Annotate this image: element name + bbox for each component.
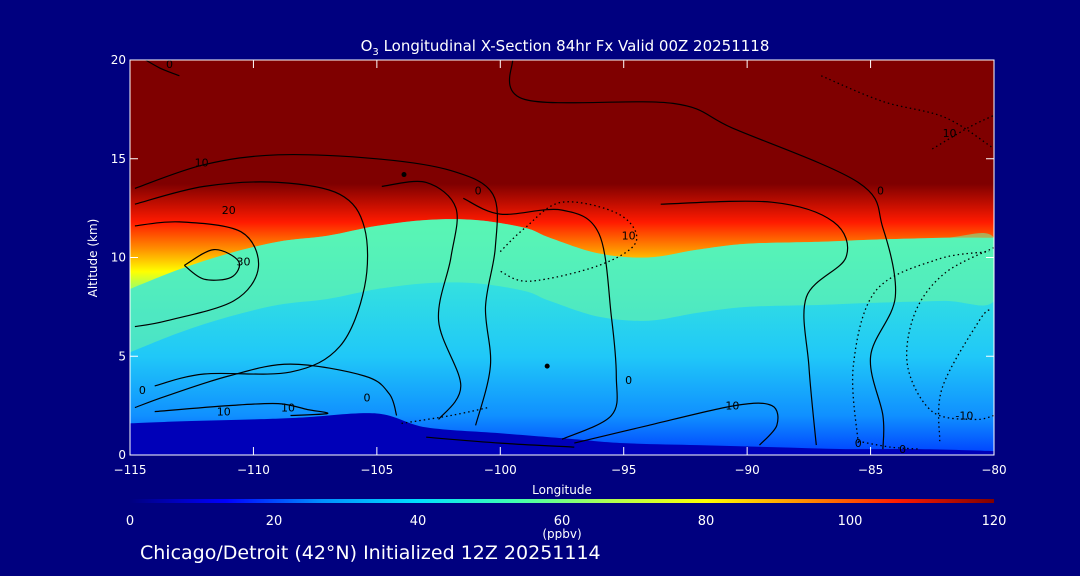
contour-label: 10: [943, 127, 957, 140]
x-tick-label: −85: [858, 463, 883, 477]
contour-label: 10: [281, 402, 295, 415]
y-tick-label: 20: [111, 53, 126, 67]
colorbar-tick-label: 60: [554, 514, 571, 529]
contour-10-7: [574, 402, 779, 446]
contour-neg10-15: [931, 114, 994, 150]
colorbar-tick-label: 0: [126, 514, 134, 529]
x-tick-label: −90: [734, 463, 759, 477]
contour-20-10: [134, 181, 369, 387]
contour-0-1: [508, 60, 897, 450]
station-marker: [544, 363, 550, 369]
chart-title: O3 Longitudinal X-Section 84hr Fx Valid …: [361, 37, 770, 58]
contour-10-6: [660, 200, 849, 446]
x-axis-label: Longitude: [532, 483, 592, 497]
plot-area: 0 10 20 30 0 10 10 0 0 10 0 10 0 10 -10 0 0: [130, 58, 994, 456]
x-tick-label: −80: [981, 463, 1006, 477]
terrain-boundary-layer: [130, 413, 994, 455]
contour-0-3: [134, 363, 398, 416]
contour-label: 10: [195, 157, 209, 170]
station-marker: [401, 172, 407, 178]
contour-label: -10: [955, 409, 973, 422]
y-axis-ticks: 0 5 10 15 20: [111, 53, 994, 462]
y-tick-label: 0: [118, 448, 126, 462]
footer-caption: Chicago/Detroit (42°N) Initialized 12Z 2…: [140, 542, 601, 564]
x-axis-ticks: −115 −110 −105 −100 −95 −90 −85 −80: [114, 60, 1007, 477]
x-tick-label: −115: [114, 463, 147, 477]
contour-label: 0: [363, 392, 370, 405]
y-tick-label: 15: [111, 152, 126, 166]
y-axis-label: Altitude (km): [86, 219, 100, 298]
station-markers: [401, 172, 550, 369]
upper-troposphere-field: [130, 219, 994, 353]
contour-20-11: [381, 180, 462, 420]
colorbar-ticks: 0 20 40 60 80 100 120: [126, 514, 1007, 529]
contour-label: 10: [725, 400, 739, 413]
ozone-cross-section-chart: O3 Longitudinal X-Section 84hr Fx Valid …: [86, 37, 1007, 540]
contour-neg20-17: [852, 250, 990, 444]
colorbar-tick-label: 120: [982, 514, 1007, 529]
colorbar-tick-label: 20: [266, 514, 283, 529]
contour-label: 0: [139, 384, 146, 397]
contour-10-5: [134, 153, 498, 426]
stratospheric-ozone-field: [130, 60, 994, 290]
contour-label: 0: [899, 443, 906, 456]
contour-label: 0: [166, 58, 173, 71]
contour-30-13: [134, 221, 260, 328]
contour-label: 20: [222, 204, 236, 217]
contour-label: 0: [855, 437, 862, 450]
colorbar-units: (ppbv): [542, 527, 581, 540]
contour-label: 10: [217, 406, 231, 419]
contour-label: 0: [625, 374, 632, 387]
colorbar-tick-label: 100: [838, 514, 863, 529]
x-tick-label: −95: [611, 463, 636, 477]
contour-label: 0: [475, 184, 482, 197]
contour-labels: 0 10 20 30 0 10 10 0 0 10 0 10 0 10 -10 0 0: [139, 58, 974, 456]
x-tick-label: −105: [360, 463, 393, 477]
contour-neg20-19: [820, 75, 992, 148]
contour-neg10-14: [499, 201, 638, 282]
contour-0-20: [401, 406, 489, 425]
contour-label: 0: [877, 184, 884, 197]
contour-label: 30: [237, 255, 251, 268]
y-tick-label: 5: [118, 349, 126, 363]
x-tick-label: −110: [237, 463, 270, 477]
colorbar-tick-label: 40: [410, 514, 427, 529]
contour-0-4: [858, 440, 920, 450]
contour-30-12: [183, 248, 241, 281]
colorbar: [130, 499, 994, 503]
x-tick-label: −100: [484, 463, 517, 477]
contour-10-8: [154, 402, 329, 417]
contour-neg20-18: [937, 308, 992, 442]
contour-lines: [134, 60, 994, 450]
y-tick-label: 10: [111, 251, 126, 265]
contour-label: 10: [622, 230, 636, 243]
colorbar-tick-label: 80: [698, 514, 715, 529]
contour-10-9: [426, 436, 575, 448]
contour-0-2: [463, 197, 618, 440]
